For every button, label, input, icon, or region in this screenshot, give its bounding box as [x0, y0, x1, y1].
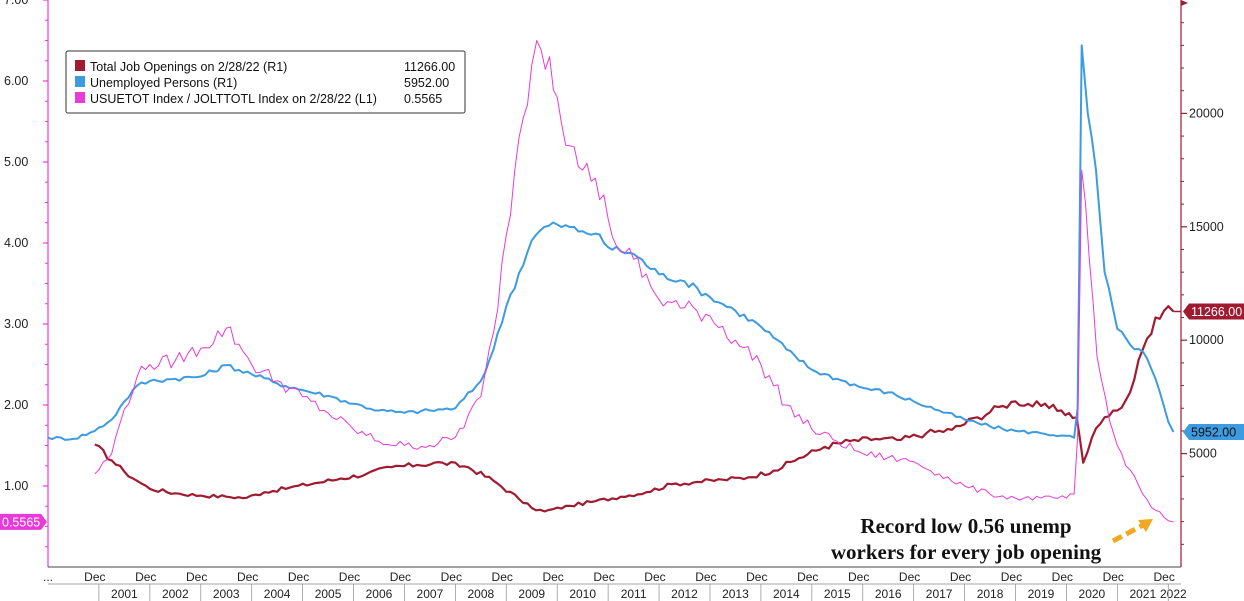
- x-axis-month-label: Dec: [186, 570, 207, 584]
- annotation: Record low 0.56 unemp workers for every …: [831, 514, 1153, 564]
- x-axis-year-label: 2022: [1160, 587, 1187, 601]
- left-axis-tick-label: 2.00: [4, 398, 28, 412]
- last-value-tag-ratio-text: 0.5565: [2, 515, 40, 529]
- legend-value-ratio: 0.5565: [404, 92, 442, 106]
- x-axis-year-label: 2002: [162, 587, 189, 601]
- x-axis-month-label: Dec: [237, 570, 258, 584]
- right-axis-tick-label: 15000: [1189, 220, 1224, 234]
- last-value-tag-ratio: 0.5565: [0, 513, 47, 530]
- right-axis-arrow: [1181, 0, 1188, 6]
- last-value-tag-ratio-box: [0, 513, 47, 530]
- x-axis-year-label: 2011: [621, 587, 647, 601]
- legend-label-ratio: USUETOT Index / JOLTTOTL Index on 2/28/2…: [90, 92, 377, 106]
- x-axis-month-label: Dec: [84, 570, 105, 584]
- x-axis-year-label: 2001: [111, 587, 138, 601]
- legend-swatch-unemployed: [75, 76, 85, 87]
- x-axis-month-label: Dec: [288, 570, 309, 584]
- right-axis-tick-label: 5000: [1189, 447, 1217, 461]
- x-axis-year-label: 2012: [671, 587, 698, 601]
- x-axis-year-label: 2008: [467, 587, 494, 601]
- legend-value-job-openings: 11266.00: [404, 60, 455, 74]
- annotation-line-1: Record low 0.56 unemp: [860, 514, 1071, 538]
- x-axis-month-label: Dec: [492, 570, 513, 584]
- x-axis-month-label: Dec: [899, 570, 920, 584]
- left-axis-tick-label: 7.00: [4, 0, 28, 7]
- x-axis-month-label: Dec: [339, 570, 360, 584]
- series-line-unemployed: [47, 44, 1175, 441]
- last-value-tag-job-openings-text: 11266.00: [1191, 305, 1242, 319]
- legend-swatch-ratio: [75, 92, 85, 103]
- x-axis-year-label: 2005: [315, 587, 342, 601]
- legend: Total Job Openings on 2/28/22 (R1) 11266…: [65, 50, 466, 114]
- legend-box: [65, 50, 466, 114]
- x-axis-month-label: Dec: [135, 570, 156, 584]
- x-axis-month-label: Dec: [1154, 570, 1175, 584]
- x-axis-year-label: 2021: [1129, 587, 1156, 601]
- x-axis-month-label: Dec: [542, 570, 563, 584]
- left-axis-tick-label: 1.00: [4, 479, 28, 493]
- last-value-tag-unemployed: 5952.00: [1183, 424, 1244, 441]
- left-axis-tick-label: 5.00: [4, 155, 28, 169]
- legend-value-unemployed: 5952.00: [404, 76, 449, 90]
- x-axis-year-label: 2014: [773, 587, 800, 601]
- annotation-line-2: workers for every job opening: [831, 540, 1102, 564]
- series-lines: [47, 40, 1181, 523]
- x-axis-month-label: Dec: [390, 570, 411, 584]
- x-axis-month-label: Dec: [1052, 570, 1073, 584]
- right-axis-tick-label: 10000: [1189, 333, 1224, 347]
- x-axis-year-label: 2015: [824, 587, 851, 601]
- x-axis-month-label: Dec: [695, 570, 716, 584]
- x-axis-month-label: ...: [43, 570, 53, 584]
- annotation-arrowhead: [1138, 519, 1153, 532]
- last-value-tag-job-openings-box: [1183, 303, 1244, 320]
- x-axis-year-label: 2004: [264, 587, 291, 601]
- series-line-ratio: [94, 40, 1174, 523]
- x-axis-month-label: Dec: [644, 570, 665, 584]
- x-axis-month-label: Dec: [848, 570, 869, 584]
- x-axis-year-label: 2016: [875, 587, 902, 601]
- x-axis-year-label: 2009: [518, 587, 545, 601]
- left-axis-tick-label: 3.00: [4, 317, 28, 331]
- x-axis-month-label: Dec: [1001, 570, 1022, 584]
- x-axis-month-label: Dec: [593, 570, 614, 584]
- x-axis-year-label: 2010: [569, 587, 596, 601]
- last-value-tag-unemployed-box: [1183, 424, 1244, 441]
- x-axis-year-label: 2017: [926, 587, 953, 601]
- legend-label-unemployed: Unemployed Persons (R1): [90, 76, 237, 90]
- last-value-tag-unemployed-text: 5952.00: [1191, 426, 1236, 440]
- x-axis-year-label: 2007: [417, 587, 444, 601]
- x-axis-month-label: Dec: [1103, 570, 1124, 584]
- left-axis-ticks: 1.00 2.00 3.00 4.00 5.00 6.00 7.00: [4, 0, 48, 548]
- right-axis-tick-label: 20000: [1189, 106, 1224, 120]
- x-axis-year-label: 2013: [722, 587, 749, 601]
- x-axis-year-label: 2020: [1079, 587, 1106, 601]
- x-axis-month-label: Dec: [797, 570, 818, 584]
- legend-swatch-job-openings: [75, 60, 85, 71]
- x-axis-ticks: ... Dec Dec Dec Dec Dec Dec Dec Dec Dec Dec Dec Dec D…: [43, 570, 1187, 601]
- x-axis-year-label: 2018: [977, 587, 1004, 601]
- series-line-job-openings: [94, 305, 1175, 513]
- left-axis-tick-label: 4.00: [4, 236, 28, 250]
- x-axis-month-label: Dec: [746, 570, 767, 584]
- x-axis-month-label: Dec: [950, 570, 971, 584]
- x-axis-year-label: 2006: [366, 587, 393, 601]
- right-axis-ticks: 5000 10000 15000 20000: [1181, 0, 1224, 545]
- x-axis-year-label: 2003: [213, 587, 240, 601]
- x-axis-month-label: Dec: [441, 570, 462, 584]
- left-axis-tick-label: 6.00: [4, 74, 28, 88]
- x-axis-year-label: 2019: [1028, 587, 1055, 601]
- last-value-tag-job-openings: 11266.00: [1183, 303, 1244, 320]
- annotation-arrow: [1111, 520, 1149, 544]
- legend-label-job-openings: Total Job Openings on 2/28/22 (R1): [90, 60, 287, 74]
